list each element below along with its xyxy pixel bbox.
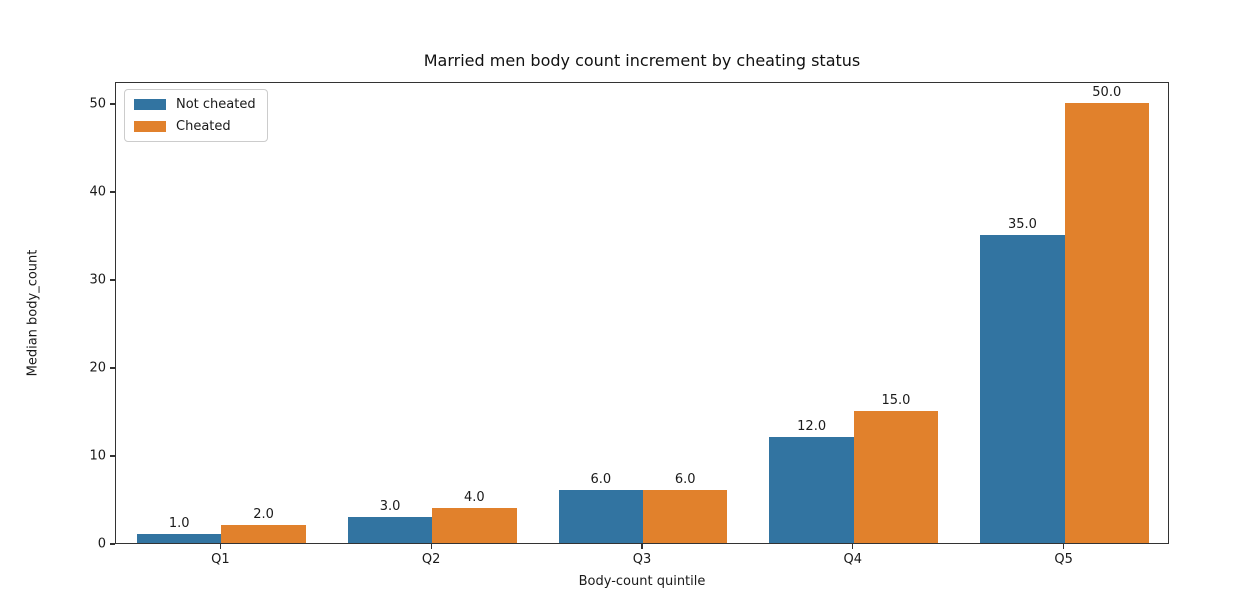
legend-swatch-not-cheated — [134, 99, 166, 110]
x-tick-label-q1: Q1 — [211, 552, 230, 567]
x-tick-mark — [1062, 544, 1065, 549]
bar-q4-not-cheated — [769, 437, 854, 543]
bar-value-label: 15.0 — [881, 393, 911, 408]
bar-value-label: 3.0 — [379, 498, 401, 514]
bar-value-label: 6.0 — [590, 472, 612, 488]
bar-q1-not-cheated — [137, 534, 222, 543]
y-tick-label: 0 — [97, 536, 106, 552]
legend-swatch-cheated — [134, 121, 166, 132]
y-tick-mark — [110, 543, 115, 545]
legend-item-cheated: Cheated — [134, 119, 256, 134]
y-axis-label: Median body_count — [25, 249, 41, 377]
bar-q1-cheated — [221, 525, 306, 543]
x-tick-label-q2: Q2 — [421, 552, 441, 567]
legend-label-cheated: Cheated — [176, 119, 231, 134]
bar-q5-not-cheated — [980, 235, 1065, 543]
legend: Not cheated Cheated — [124, 89, 268, 142]
legend-label-not-cheated: Not cheated — [176, 97, 256, 112]
y-tick-label: 20 — [89, 360, 106, 376]
bar-q2-cheated — [432, 507, 517, 543]
y-tick-label: 50 — [89, 96, 106, 112]
bar-value-label: 50.0 — [1092, 85, 1122, 100]
y-tick-mark — [110, 279, 115, 281]
bar-q3-cheated — [643, 490, 728, 543]
bar-value-label: 2.0 — [253, 507, 274, 523]
legend-item-not-cheated: Not cheated — [134, 97, 256, 112]
plot-area: Not cheated Cheated 1.0 2.0 3.0 4.0 6.0 6.0 12… — [115, 82, 1169, 544]
x-axis-label: Body-count quintile — [578, 574, 706, 589]
x-tick-mark — [641, 544, 643, 549]
bar-value-label: 35.0 — [1007, 217, 1037, 232]
x-tick-mark — [219, 544, 222, 549]
x-tick-label-q3: Q3 — [632, 552, 652, 567]
bar-value-label: 1.0 — [168, 516, 190, 532]
x-tick-mark — [430, 544, 432, 549]
bar-q4-cheated — [853, 411, 939, 543]
y-tick-label: 30 — [89, 272, 106, 288]
bar-q5-cheated — [1064, 103, 1149, 543]
x-tick-label-q5: Q5 — [1054, 552, 1073, 567]
y-tick-mark — [110, 103, 115, 105]
y-tick-label: 10 — [89, 448, 106, 464]
y-tick-mark — [110, 191, 115, 193]
bar-value-label: 12.0 — [797, 419, 827, 435]
bar-q3-not-cheated — [558, 490, 643, 543]
bar-q2-not-cheated — [347, 516, 433, 543]
y-tick-mark — [110, 367, 115, 369]
chart-title: Married men body count increment by chea… — [423, 51, 861, 70]
bar-value-label: 4.0 — [464, 489, 485, 505]
x-tick-mark — [852, 544, 854, 549]
y-tick-mark — [110, 455, 115, 457]
y-tick-label: 40 — [89, 184, 106, 200]
x-tick-label-q4: Q4 — [843, 552, 863, 567]
bar-value-label: 6.0 — [674, 472, 696, 488]
